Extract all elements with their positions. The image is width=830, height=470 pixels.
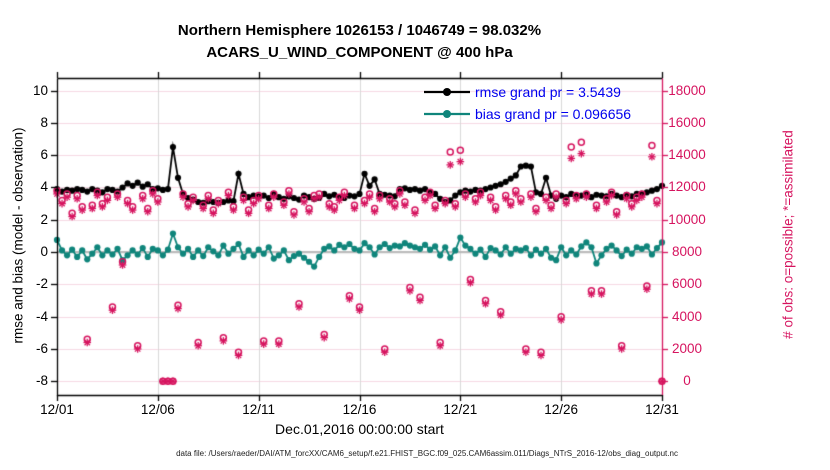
y-right-tick-label: 12000 (668, 179, 706, 195)
y-right-tick-label: 10000 (668, 211, 706, 227)
x-tick-label: 12/06 (140, 402, 175, 417)
legend-label-bias: bias grand pr = 0.096656 (475, 106, 632, 122)
y-right-tick-label: 8000 (671, 244, 703, 260)
plot-title-line2: ACARS_U_WIND_COMPONENT @ 400 hPa (206, 44, 513, 61)
y-left-tick-label: -2 (35, 276, 48, 292)
x-tick-label: 12/31 (645, 402, 679, 417)
y-right-tick-label: 18000 (668, 82, 706, 98)
plot-title-line1: Northern Hemisphere 1026153 / 1046749 = … (177, 22, 542, 39)
rmse-line-swatch (424, 88, 470, 96)
y-left-tick-label: 4 (40, 179, 48, 195)
y-left-tick-label: -8 (35, 373, 48, 389)
y-left-tick-label: 8 (40, 114, 48, 130)
legend: rmse grand pr = 3.5439 bias grand pr = 0… (424, 81, 631, 125)
x-tick-label: 12/21 (443, 402, 478, 417)
y-left-tick-label: 0 (40, 244, 48, 260)
x-axis-label: Dec.01,2016 00:00:00 start (275, 421, 444, 437)
data-file-caption: data file: /Users/raeder/DAI/ATM_forcXX/… (176, 449, 678, 458)
bias-line-swatch (424, 110, 470, 118)
legend-entry-rmse: rmse grand pr = 3.5439 (424, 81, 631, 103)
y-left-tick-label: 2 (40, 211, 48, 227)
y-left-tick-label: 10 (32, 82, 48, 98)
y-left-tick-label: -6 (35, 340, 48, 356)
legend-entry-bias: bias grand pr = 0.096656 (424, 103, 631, 125)
y-right-tick-label: 2000 (671, 340, 703, 356)
x-tick-label: 12/11 (242, 402, 276, 417)
y-left-tick-label: 6 (40, 147, 48, 163)
y-right-tick-label: 16000 (668, 114, 706, 130)
x-tick-label: 12/16 (342, 402, 377, 417)
y-right-tick-label: 14000 (668, 147, 706, 163)
legend-label-rmse: rmse grand pr = 3.5439 (475, 84, 621, 100)
x-tick-label: 12/01 (40, 402, 74, 417)
y-left-tick-label: -4 (35, 308, 48, 324)
y-right-tick-label: 6000 (671, 276, 703, 292)
y-right-tick-label: 4000 (671, 308, 703, 324)
x-tick-label: 12/26 (544, 402, 579, 417)
y-right-tick-label: 0 (683, 373, 691, 389)
right-axis-label: # of obs: o=possible; *=assimilated (780, 130, 796, 339)
